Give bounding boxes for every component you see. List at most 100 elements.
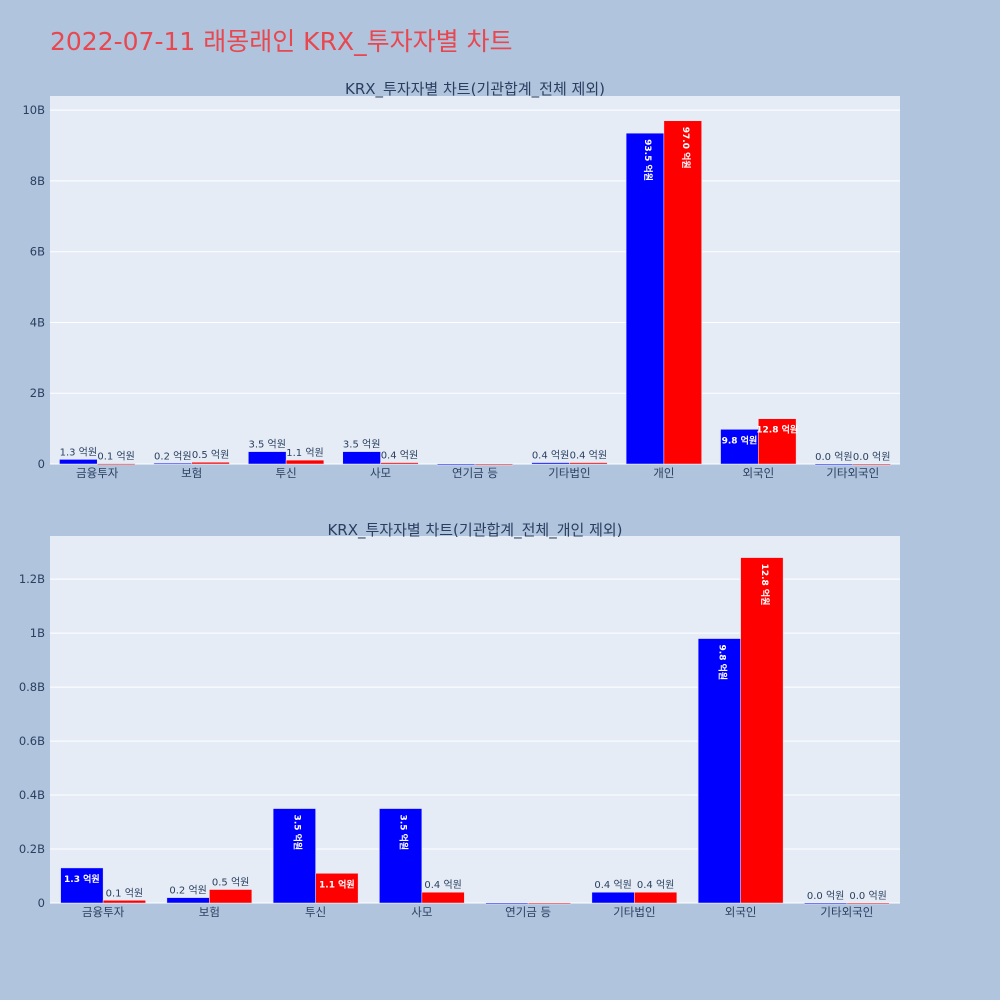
data-label: 0.4 억원 (532, 450, 569, 462)
y-tick-label: 0.4B (19, 788, 45, 802)
data-label: 0.5 억원 (192, 449, 229, 461)
bar-red (634, 891, 678, 904)
bar-red (527, 902, 571, 905)
bar-red (191, 461, 230, 465)
y-tick-label: 0.6B (19, 734, 45, 748)
data-label: 93.5 억원 (642, 139, 654, 181)
data-label: 0.4 억원 (637, 879, 674, 891)
x-tick-label: 투신 (305, 905, 326, 919)
x-tick-label: 보험 (181, 466, 202, 480)
x-tick-label: 사모 (411, 905, 432, 919)
bar-blue (153, 463, 192, 465)
bar-blue (436, 463, 476, 466)
bar-blue (625, 132, 665, 465)
y-tick-label: 10B (22, 103, 45, 117)
data-label: 0.1 억원 (106, 887, 143, 899)
x-tick-label: 사모 (370, 466, 391, 480)
y-tick-label: 6B (30, 245, 45, 259)
data-label: 0.4 억원 (594, 879, 631, 891)
bar-red (852, 463, 891, 466)
x-tick-label: 외국인 (742, 466, 774, 480)
data-label: 1.3 억원 (60, 446, 97, 458)
bar-blue (166, 897, 210, 904)
data-label: 12.8 억원 (756, 424, 798, 436)
bar-blue (379, 808, 423, 904)
bar-blue (342, 451, 381, 465)
bar-blue (804, 902, 848, 905)
y-tick-label: 8B (30, 174, 45, 188)
data-label: 0.5 억원 (212, 877, 249, 889)
x-tick-label: 연기금 등 (505, 905, 551, 919)
bar-red (758, 418, 797, 465)
data-label: 0.0 억원 (853, 451, 890, 463)
y-tick-label: 0.8B (19, 680, 45, 694)
data-label: 0.4 억원 (424, 879, 461, 891)
x-tick-label: 외국인 (725, 905, 757, 919)
x-tick-label: 기타법인 (613, 905, 655, 919)
bar-blue (248, 451, 287, 465)
bar-red (474, 463, 514, 466)
bar-blue (60, 867, 104, 904)
bar-blue (485, 902, 529, 905)
data-label: 3.5 억원 (291, 815, 303, 851)
data-label: 3.5 억원 (398, 815, 410, 851)
y-tick-label: 4B (30, 315, 45, 329)
bar-red (315, 873, 359, 904)
data-label: 1.1 억원 (286, 447, 323, 459)
data-label: 0.4 억원 (570, 450, 607, 462)
data-label: 97.0 억원 (680, 127, 692, 169)
plot-area (50, 96, 900, 464)
x-tick-label: 기타외국인 (826, 466, 879, 480)
data-label: 0.1 억원 (97, 451, 134, 463)
bar-red (740, 557, 784, 904)
chart-title: KRX_투자자별 차트(기관합계_전체 제외) (345, 80, 605, 99)
bar-red (209, 889, 253, 904)
bar-blue (720, 429, 759, 465)
x-tick-label: 기타법인 (548, 466, 590, 480)
data-label: 0.2 억원 (169, 885, 206, 897)
bar-blue (59, 459, 98, 465)
bar-red (285, 459, 325, 465)
bar-blue (591, 891, 635, 904)
chart-1: 0 2B 4B 6B 8B 10B KRX_투자자별 차트(기관합계_전체 제외) 금융투자 1… (22, 80, 900, 480)
data-label: 0.0 억원 (815, 451, 852, 463)
bar-red (380, 462, 419, 465)
data-label: 3.5 억원 (248, 439, 285, 451)
y-tick-label: 1B (30, 626, 45, 640)
y-tick-label: 0 (38, 457, 45, 471)
bar-red (663, 120, 702, 465)
data-label: 3.5 억원 (343, 439, 380, 451)
x-tick-label: 연기금 등 (452, 466, 498, 480)
bar-red (846, 902, 890, 905)
bar-blue (272, 808, 316, 904)
data-label: 9.8 억원 (716, 645, 728, 681)
bar-red (569, 462, 608, 465)
data-label: 12.8 억원 (759, 564, 771, 606)
bar-red (96, 463, 136, 465)
data-label: 1.1 억원 (319, 878, 355, 890)
bar-red (421, 891, 465, 904)
bar-blue (814, 463, 854, 466)
x-tick-label: 보험 (199, 905, 220, 919)
x-tick-label: 금융투자 (82, 905, 125, 919)
y-tick-label: 0 (38, 896, 45, 910)
x-tick-label: 기타외국인 (820, 905, 873, 919)
y-tick-label: 1.2B (19, 572, 45, 586)
x-tick-label: 금융투자 (76, 466, 119, 480)
data-label: 0.2 억원 (154, 450, 191, 462)
data-label: 0.4 억원 (381, 450, 418, 462)
page-title: 2022-07-11 래몽래인 KRX_투자자별 차트 (50, 27, 513, 56)
chart-2: 0 0.2B 0.4B 0.6B 0.8B 1B 1.2B KRX_투자자별 차트(기관합계_… (19, 521, 900, 919)
data-label: 1.3 억원 (64, 873, 100, 885)
bar-blue (531, 462, 570, 465)
chart-title: KRX_투자자별 차트(기관합계_전체_개인 제외) (327, 521, 622, 540)
x-tick-label: 개인 (653, 466, 674, 480)
y-tick-label: 2B (30, 386, 45, 400)
y-tick-label: 0.2B (19, 842, 45, 856)
x-tick-label: 투신 (276, 466, 297, 480)
bar-blue (697, 638, 741, 904)
data-label: 0.0 억원 (849, 890, 886, 902)
data-label: 0.0 억원 (807, 890, 844, 902)
bar-red (102, 900, 146, 904)
